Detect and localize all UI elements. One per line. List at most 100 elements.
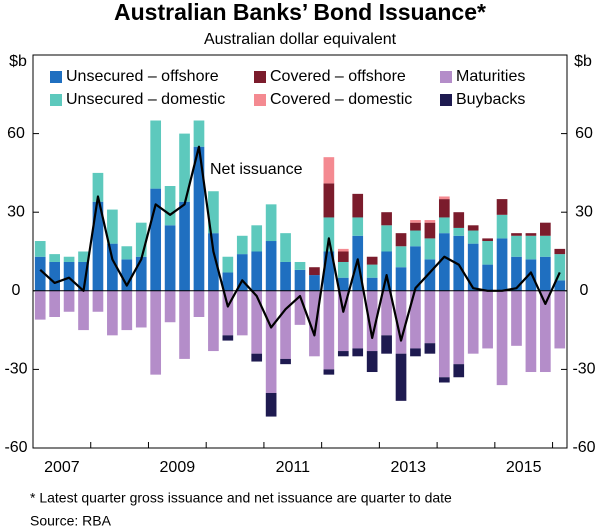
bar (352, 217, 364, 236)
bar (496, 214, 508, 239)
bar (63, 256, 75, 262)
bar (410, 230, 421, 247)
bar (554, 290, 566, 349)
bar (453, 290, 465, 365)
legend-label: Maturities (456, 68, 525, 85)
bar (265, 241, 277, 291)
bar (352, 290, 364, 349)
bar (280, 261, 291, 291)
bar (222, 335, 234, 341)
bar (511, 256, 522, 291)
bar (410, 290, 421, 349)
bar (193, 120, 205, 147)
bar (280, 233, 291, 262)
bar (424, 222, 436, 239)
bar (424, 290, 436, 344)
bar (236, 235, 248, 255)
bar (121, 290, 133, 331)
bar (424, 343, 436, 354)
bar (554, 248, 566, 255)
bar (337, 248, 349, 252)
bar (438, 196, 450, 200)
bar (366, 256, 378, 265)
bar (337, 277, 349, 291)
y2-tick-label: -30 (572, 361, 595, 378)
bar (424, 259, 436, 291)
bar (438, 233, 450, 291)
bar (337, 351, 349, 357)
bar (49, 261, 60, 291)
bar (482, 241, 493, 265)
bar (438, 217, 450, 234)
x-tick-label: 2013 (390, 459, 426, 476)
bar (525, 233, 537, 236)
y-tick-label: 0 (12, 282, 21, 299)
bar (78, 290, 89, 331)
x-tick-label: 2009 (160, 459, 196, 476)
bar (525, 235, 537, 260)
bar (34, 256, 46, 291)
bar (208, 191, 219, 234)
chart-subtitle: Australian dollar equivalent (204, 31, 397, 48)
bar (107, 290, 118, 336)
bar (424, 220, 436, 223)
source: Source: RBA (30, 513, 112, 529)
bar (381, 251, 392, 291)
bar (424, 238, 436, 260)
bar (179, 201, 190, 291)
legend-swatch (254, 71, 266, 83)
bar (107, 209, 118, 244)
bar (179, 290, 190, 359)
y-tick-label: -60 (4, 439, 27, 456)
bar (265, 290, 277, 393)
legend-swatch (50, 71, 62, 83)
bar (150, 188, 162, 291)
bar (395, 353, 407, 401)
bar (554, 280, 566, 291)
bar (352, 348, 364, 357)
bar (208, 290, 219, 352)
x-tick-label: 2015 (506, 459, 542, 476)
bar (496, 238, 508, 291)
bar (453, 227, 465, 236)
bar (438, 199, 450, 218)
bar (496, 290, 508, 386)
bar (453, 364, 465, 378)
bar (323, 157, 335, 184)
bar (222, 272, 234, 291)
bar (309, 275, 320, 291)
bar (193, 290, 205, 317)
bar (540, 235, 551, 257)
bar (294, 261, 306, 270)
bar (467, 230, 479, 244)
y-tick-label: 30 (7, 203, 25, 220)
bar (78, 261, 89, 291)
bar (381, 290, 392, 336)
legend-label: Buybacks (456, 91, 525, 108)
bar (251, 251, 263, 291)
bar (92, 290, 104, 312)
bar (554, 254, 566, 281)
bar (366, 351, 378, 373)
bar (540, 222, 551, 236)
legend-swatch (440, 94, 452, 106)
bar (410, 246, 421, 291)
bar (525, 290, 537, 373)
bar (395, 246, 407, 268)
y2-tick-label: -60 (572, 439, 595, 456)
footnote: * Latest quarter gross issuance and net … (30, 490, 452, 506)
bar (294, 290, 306, 325)
y-axis-label: $b (9, 53, 27, 70)
bar (366, 264, 378, 278)
bar (222, 290, 234, 336)
bar (150, 290, 162, 375)
y-tick-label: 60 (7, 125, 25, 142)
bar (265, 204, 277, 242)
bar (222, 256, 234, 273)
bar (410, 220, 421, 223)
bar (121, 246, 133, 260)
bar (135, 222, 147, 257)
y2-tick-label: 30 (575, 203, 593, 220)
bar (280, 358, 291, 365)
